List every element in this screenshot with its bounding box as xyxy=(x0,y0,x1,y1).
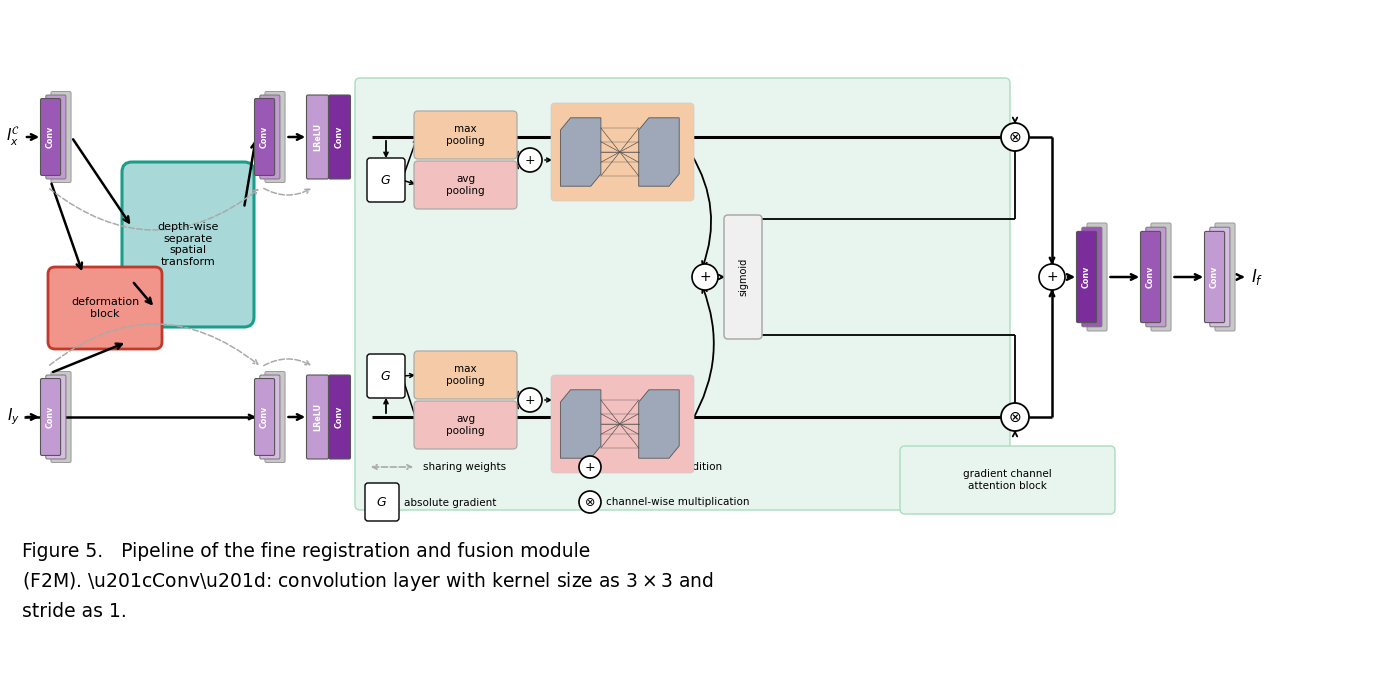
FancyBboxPatch shape xyxy=(1087,223,1107,331)
Text: depth-wise
separate
spatial
transform: depth-wise separate spatial transform xyxy=(157,222,218,267)
Text: sharing weights: sharing weights xyxy=(424,462,506,472)
FancyBboxPatch shape xyxy=(355,78,1010,510)
Text: LReLU: LReLU xyxy=(51,123,61,151)
FancyBboxPatch shape xyxy=(414,161,518,209)
Text: avg
pooling: avg pooling xyxy=(446,414,484,436)
FancyBboxPatch shape xyxy=(1205,231,1224,323)
Polygon shape xyxy=(560,390,600,458)
Text: LReLU: LReLU xyxy=(313,403,322,431)
Text: absolute gradient: absolute gradient xyxy=(404,498,497,508)
Text: avg
pooling: avg pooling xyxy=(446,174,484,196)
FancyBboxPatch shape xyxy=(551,375,694,473)
Text: $G$: $G$ xyxy=(381,369,392,383)
Circle shape xyxy=(1039,264,1065,290)
Text: $\otimes$: $\otimes$ xyxy=(1009,410,1021,424)
Text: $+$: $+$ xyxy=(1046,270,1058,284)
Text: LReLU: LReLU xyxy=(51,403,61,431)
Text: deformation
block: deformation block xyxy=(70,297,139,319)
Text: $\otimes$: $\otimes$ xyxy=(1009,130,1021,144)
FancyBboxPatch shape xyxy=(1214,223,1235,331)
Text: element-wise addition: element-wise addition xyxy=(606,462,722,472)
Text: $I_x^\mathcal{C}$: $I_x^\mathcal{C}$ xyxy=(6,125,19,148)
Text: Conv: Conv xyxy=(335,126,344,148)
FancyBboxPatch shape xyxy=(1145,227,1166,327)
Text: LReLU: LReLU xyxy=(1087,263,1096,291)
Text: gradient channel
attention block: gradient channel attention block xyxy=(963,469,1052,491)
Polygon shape xyxy=(639,118,679,186)
FancyBboxPatch shape xyxy=(367,354,404,398)
Text: $+$: $+$ xyxy=(524,394,535,406)
Text: max
pooling: max pooling xyxy=(446,365,484,386)
FancyBboxPatch shape xyxy=(254,378,275,455)
Text: Conv: Conv xyxy=(1145,266,1155,288)
FancyBboxPatch shape xyxy=(1151,223,1172,331)
FancyBboxPatch shape xyxy=(51,91,70,183)
Text: Conv: Conv xyxy=(259,126,269,148)
FancyBboxPatch shape xyxy=(265,91,286,183)
Circle shape xyxy=(1000,403,1029,431)
Circle shape xyxy=(691,264,718,290)
Text: LReLU: LReLU xyxy=(1216,263,1224,291)
FancyBboxPatch shape xyxy=(724,215,762,339)
FancyBboxPatch shape xyxy=(265,372,286,463)
Text: $I_f$: $I_f$ xyxy=(1252,267,1264,287)
FancyBboxPatch shape xyxy=(414,401,518,449)
Text: $\otimes$: $\otimes$ xyxy=(584,496,596,509)
Text: Conv: Conv xyxy=(335,406,344,428)
Circle shape xyxy=(1000,123,1029,151)
Text: LReLU: LReLU xyxy=(1151,263,1161,291)
Text: Figure 5.   Pipeline of the fine registration and fusion module
(F2M). \u201cCon: Figure 5. Pipeline of the fine registrat… xyxy=(22,542,713,620)
FancyBboxPatch shape xyxy=(306,95,328,179)
FancyBboxPatch shape xyxy=(1210,227,1230,327)
FancyBboxPatch shape xyxy=(551,103,694,201)
FancyBboxPatch shape xyxy=(1082,227,1101,327)
Circle shape xyxy=(518,148,542,172)
Text: sigmoid: sigmoid xyxy=(738,258,748,296)
Text: max
pooling: max pooling xyxy=(446,124,484,146)
Text: Conv: Conv xyxy=(46,406,55,428)
Text: channel-wise multiplication: channel-wise multiplication xyxy=(606,497,749,507)
FancyBboxPatch shape xyxy=(367,158,404,202)
FancyBboxPatch shape xyxy=(40,378,61,455)
FancyBboxPatch shape xyxy=(254,98,275,176)
Text: $+$: $+$ xyxy=(698,270,711,284)
FancyBboxPatch shape xyxy=(51,372,70,463)
Text: Conv: Conv xyxy=(259,406,269,428)
FancyBboxPatch shape xyxy=(46,375,66,459)
Text: Conv: Conv xyxy=(46,126,55,148)
FancyBboxPatch shape xyxy=(306,375,328,459)
FancyBboxPatch shape xyxy=(259,375,280,459)
Text: $+$: $+$ xyxy=(584,461,596,473)
FancyBboxPatch shape xyxy=(328,375,351,459)
Polygon shape xyxy=(560,118,600,186)
Text: $G$: $G$ xyxy=(377,496,388,509)
FancyBboxPatch shape xyxy=(121,162,254,327)
FancyBboxPatch shape xyxy=(46,95,66,179)
FancyBboxPatch shape xyxy=(48,267,161,349)
Text: Conv: Conv xyxy=(1210,266,1219,288)
Text: $I_y$: $I_y$ xyxy=(7,407,19,427)
FancyBboxPatch shape xyxy=(328,95,351,179)
FancyBboxPatch shape xyxy=(1076,231,1097,323)
Text: $G$: $G$ xyxy=(381,174,392,187)
FancyBboxPatch shape xyxy=(1140,231,1161,323)
Circle shape xyxy=(580,491,602,513)
FancyBboxPatch shape xyxy=(364,483,399,521)
Polygon shape xyxy=(639,390,679,458)
FancyBboxPatch shape xyxy=(900,446,1115,514)
Text: LReLU: LReLU xyxy=(265,403,275,431)
Text: $+$: $+$ xyxy=(524,153,535,167)
Text: LReLU: LReLU xyxy=(265,123,275,151)
Text: Conv: Conv xyxy=(1082,266,1092,288)
Circle shape xyxy=(518,388,542,412)
FancyBboxPatch shape xyxy=(414,111,518,159)
Circle shape xyxy=(580,456,602,478)
FancyBboxPatch shape xyxy=(414,351,518,399)
FancyBboxPatch shape xyxy=(259,95,280,179)
FancyBboxPatch shape xyxy=(40,98,61,176)
Text: LReLU: LReLU xyxy=(313,123,322,151)
